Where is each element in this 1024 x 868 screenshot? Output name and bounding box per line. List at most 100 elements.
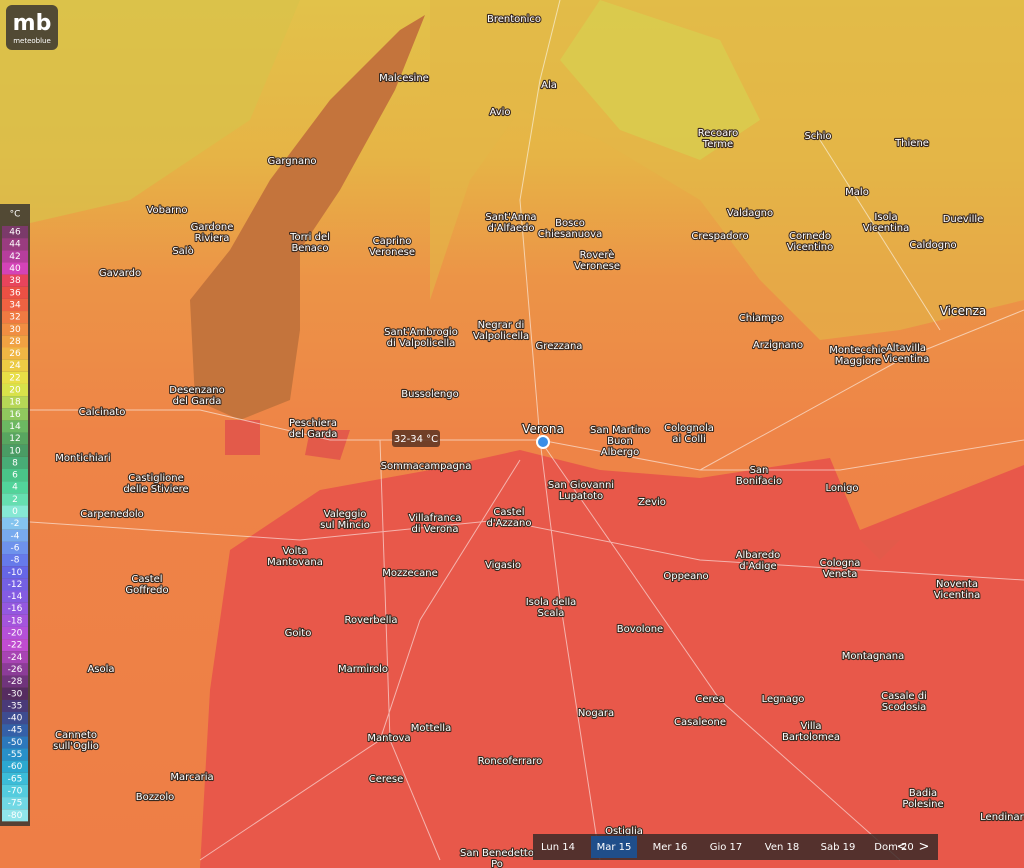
place-label: Po xyxy=(491,859,503,868)
place-label: Roncoferraro xyxy=(478,756,542,767)
place-label: Legnago xyxy=(762,694,805,705)
legend-value: 14 xyxy=(9,422,21,432)
legend-value: 32 xyxy=(9,313,20,323)
legend-value: 36 xyxy=(9,288,21,298)
legend-value: -75 xyxy=(8,799,23,809)
legend-value: -65 xyxy=(8,774,23,784)
tooltip-box xyxy=(392,430,440,447)
place-label: Vobarno xyxy=(146,205,187,216)
legend-swatch xyxy=(2,505,28,518)
place-label: Veneta xyxy=(823,569,858,580)
place-label: Montichiari xyxy=(55,453,110,464)
nav-button[interactable]: > xyxy=(919,840,930,855)
legend-value: -12 xyxy=(8,580,23,590)
place-label: Bussolengo xyxy=(401,389,458,400)
legend-swatch xyxy=(2,663,28,676)
place-label: Lonigo xyxy=(825,483,858,494)
place-label: del Garda xyxy=(289,429,338,440)
legend-swatch xyxy=(2,651,28,664)
legend-value: -80 xyxy=(8,811,23,821)
place-label: Torri del xyxy=(289,232,330,243)
legend-swatch xyxy=(2,298,28,312)
place-label: Valpolicella xyxy=(473,331,529,342)
place-label: Terme xyxy=(702,139,733,150)
place-label: San xyxy=(750,465,769,476)
place-label: Vicentina xyxy=(863,223,910,234)
place-label: Brentonico xyxy=(487,14,541,25)
legend-value: 26 xyxy=(9,349,21,359)
place-label: Casale di xyxy=(881,691,927,702)
place-label: Albaredo xyxy=(736,550,781,561)
legend-value: -40 xyxy=(8,714,23,724)
legend-swatch xyxy=(2,469,28,482)
legend-value: -16 xyxy=(8,604,23,614)
legend-swatch xyxy=(2,639,28,652)
legend-swatch xyxy=(2,602,28,615)
legend-swatch xyxy=(2,493,28,506)
place-label: Nogara xyxy=(578,708,614,719)
place-label: Bartolomea xyxy=(782,732,840,743)
legend-swatch xyxy=(2,444,28,457)
legend-swatch xyxy=(2,286,28,299)
place-label: Grezzana xyxy=(536,341,583,352)
place-label: Arzignano xyxy=(753,340,803,351)
legend-swatch xyxy=(2,614,28,627)
place-label: Castiglione xyxy=(128,473,184,484)
legend-value: 2 xyxy=(12,495,18,505)
place-label: Oppeano xyxy=(663,571,708,582)
legend-value: 44 xyxy=(9,240,21,250)
place-label: Vicentina xyxy=(883,354,930,365)
day-button[interactable]: Gio 17 xyxy=(710,842,743,853)
logo-name: meteoblue xyxy=(13,37,51,45)
place-label: Buon xyxy=(607,436,633,447)
nav-button[interactable]: < xyxy=(897,840,908,855)
day-button[interactable]: Mer 16 xyxy=(653,842,688,853)
day-button[interactable]: Mar 15 xyxy=(597,842,632,853)
location-marker[interactable] xyxy=(536,435,550,449)
legend-swatch xyxy=(2,226,28,239)
place-label: Desenzano xyxy=(169,385,224,396)
place-label: Marcaria xyxy=(170,772,213,783)
place-label: Schio xyxy=(804,131,831,142)
place-label: Mozzecane xyxy=(382,568,438,579)
place-label: Calcinato xyxy=(79,407,126,418)
legend-swatch xyxy=(2,517,28,530)
place-label: Sommacampagna xyxy=(381,461,472,472)
place-label: delle Stiviere xyxy=(123,484,188,495)
place-label: Negrar di xyxy=(478,320,525,331)
place-label: Malo xyxy=(845,187,869,198)
place-label: Salò xyxy=(172,245,193,257)
legend-swatch xyxy=(2,578,28,591)
day-button[interactable]: Lun 14 xyxy=(541,842,575,853)
legend-value: -22 xyxy=(8,641,23,651)
legend-value: 12 xyxy=(9,434,20,444)
mountains xyxy=(0,0,300,230)
legend-swatch xyxy=(2,420,28,433)
place-label: Benaco xyxy=(291,243,328,254)
day-button[interactable]: Ven 18 xyxy=(765,842,799,853)
place-label: Gavardo xyxy=(99,268,141,279)
legend-value: -70 xyxy=(8,786,23,796)
legend-value: 20 xyxy=(9,386,21,396)
place-label: Sant'Anna xyxy=(485,212,536,223)
legend-value: -28 xyxy=(8,677,23,687)
legend-value: -50 xyxy=(8,738,23,748)
place-label: Cornedo xyxy=(789,231,831,242)
legend-value: -2 xyxy=(11,519,20,529)
place-label: Chiesanuova xyxy=(538,229,602,240)
place-label: Riviera xyxy=(195,233,230,244)
day-button[interactable]: Sab 19 xyxy=(821,842,856,853)
day-button[interactable]: Dom 20 xyxy=(874,842,913,853)
logo-box[interactable] xyxy=(6,5,58,50)
place-label: Zevio xyxy=(638,497,666,508)
place-label: Vicentino xyxy=(787,242,834,253)
legend-value: 6 xyxy=(12,471,18,481)
legend-value: -18 xyxy=(8,616,23,626)
legend-value: 40 xyxy=(9,264,21,274)
legend-value: 22 xyxy=(9,373,20,383)
place-label: Carpenedolo xyxy=(80,509,144,520)
legend-value: 34 xyxy=(9,300,21,310)
place-label: Gardone xyxy=(191,222,234,233)
legend-swatch xyxy=(2,760,28,773)
legend-value: -6 xyxy=(11,543,20,553)
